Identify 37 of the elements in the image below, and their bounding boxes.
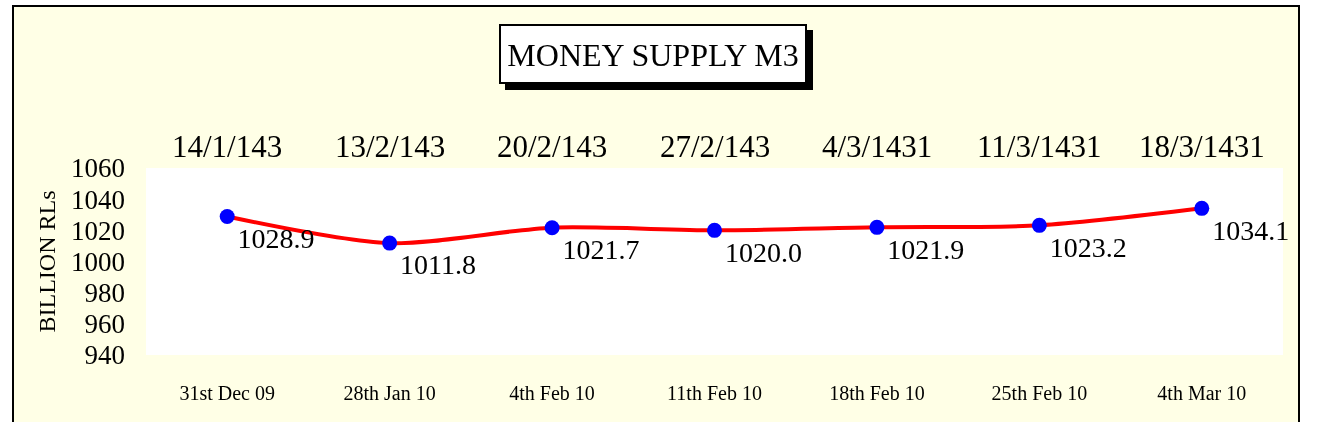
x-tick-label: 4th Mar 10 bbox=[1157, 382, 1247, 404]
data-label: 1021.7 bbox=[562, 234, 640, 266]
y-tick-label: 1060 bbox=[71, 153, 125, 184]
x-tick-label: 4th Feb 10 bbox=[509, 382, 595, 404]
y-tick-label: 940 bbox=[84, 340, 125, 371]
text: 18/3/1431 bbox=[1139, 129, 1265, 164]
y-tick-label: 1000 bbox=[71, 246, 125, 277]
text: 13/2/143 bbox=[335, 129, 446, 164]
chart-title: MONEY SUPPLY M3 bbox=[499, 24, 807, 84]
data-label: 1020.0 bbox=[724, 236, 802, 268]
data-label: 1021.9 bbox=[887, 233, 965, 265]
text: 27/2/143 bbox=[660, 129, 771, 164]
data-label: 1023.2 bbox=[1049, 231, 1127, 263]
y-tick-label: 1020 bbox=[71, 215, 125, 246]
y-tick-label: 1040 bbox=[71, 184, 125, 215]
text: 11/3/1431 bbox=[977, 129, 1102, 164]
x-tick-label: 25th Feb 10 bbox=[991, 382, 1088, 404]
text: 20/2/143 bbox=[497, 129, 608, 164]
x-tick-label: 31st Dec 09 bbox=[179, 382, 275, 404]
point bbox=[544, 220, 560, 236]
y-tick-label: 960 bbox=[84, 309, 125, 340]
y-tick-label: 980 bbox=[84, 278, 125, 309]
point bbox=[1194, 200, 1210, 216]
text: 4/3/1431 bbox=[822, 129, 933, 164]
x-tick-label: 28th Jan 10 bbox=[343, 382, 436, 404]
data-label: 1034.1 bbox=[1212, 214, 1290, 246]
point bbox=[382, 235, 398, 251]
data-label: 1028.9 bbox=[237, 222, 315, 254]
y-axis-title: BILLION RLs bbox=[34, 190, 61, 333]
x-tick-label: 11th Feb 10 bbox=[667, 382, 762, 404]
point bbox=[707, 222, 722, 238]
data-label: 1011.8 bbox=[400, 249, 476, 281]
x-tick-label: 18th Feb 10 bbox=[829, 382, 925, 404]
point bbox=[869, 219, 885, 235]
text: 14/1/143 bbox=[172, 129, 283, 164]
point bbox=[219, 208, 235, 224]
point bbox=[1031, 217, 1047, 233]
